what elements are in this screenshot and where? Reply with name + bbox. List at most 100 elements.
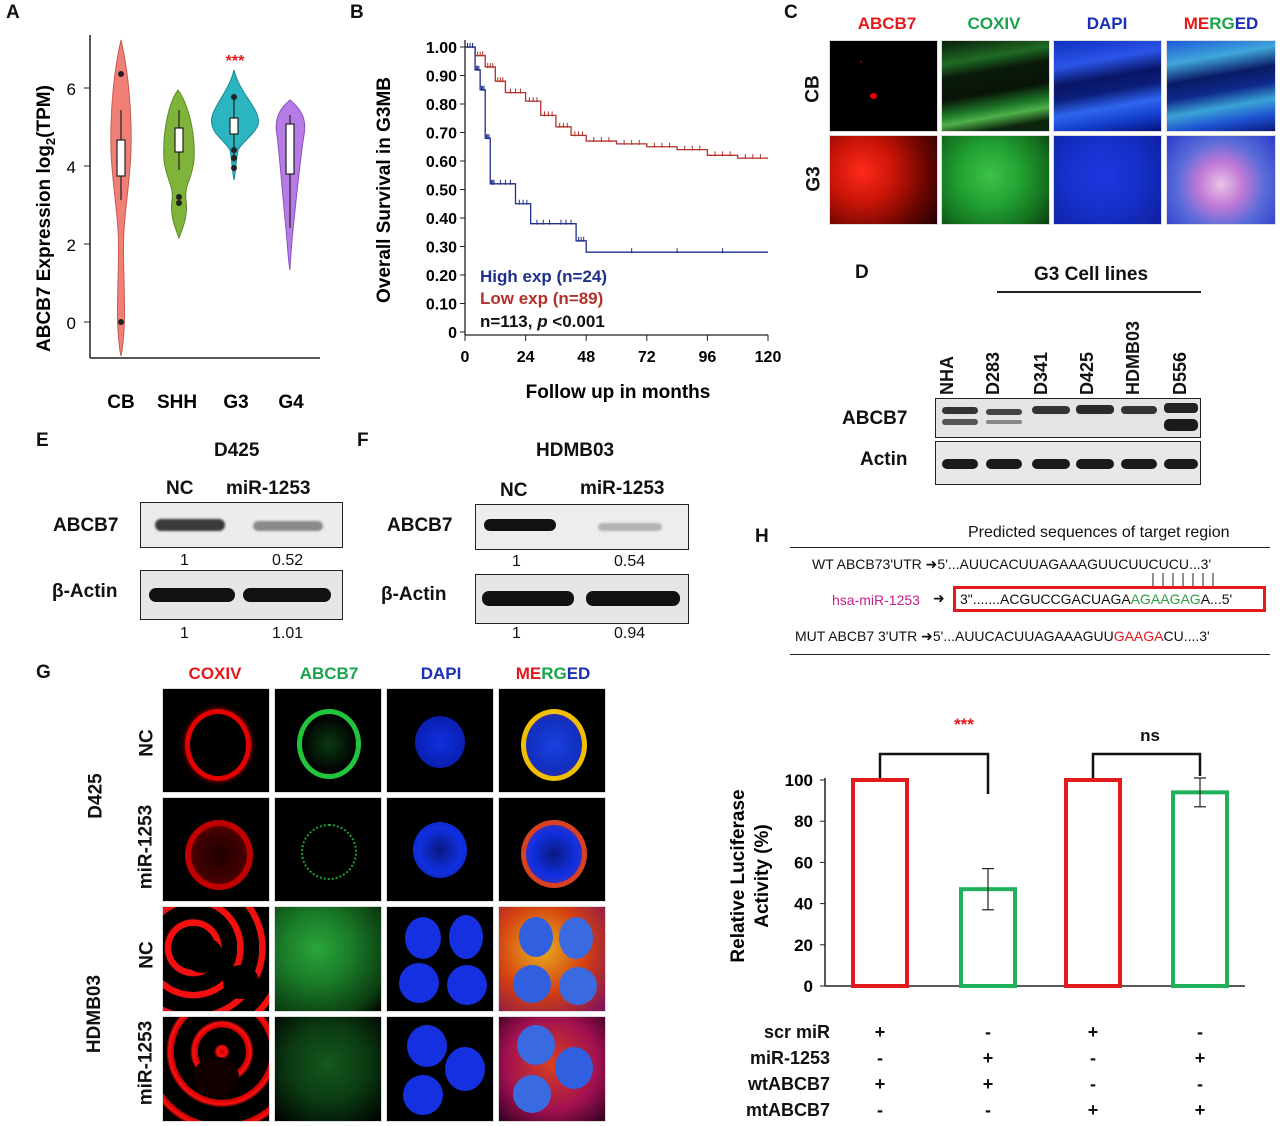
panel-g-headers: COXIV ABCB7 DAPI MERGED xyxy=(160,664,605,688)
f-row-abcb7: ABCB7 xyxy=(387,515,453,536)
d-lane-nha: NHA xyxy=(937,356,957,395)
g-hdmb-nc-abcb7 xyxy=(274,906,382,1012)
g-col-merged: MERGED xyxy=(515,664,591,683)
g-group-hdmb03: HDMB03 xyxy=(84,974,106,1054)
cond-mt: mtABCB7 xyxy=(745,1100,830,1120)
f-row-actin: β-Actin xyxy=(381,584,447,605)
g-row-mir-1: miR-1253 xyxy=(135,804,157,890)
cond-mir: miR-1253 xyxy=(749,1048,830,1068)
g-row-nc-2: NC xyxy=(136,941,158,969)
panel-c-headers: ABCB7 COXIV DAPI MERGED xyxy=(835,14,1275,38)
g-row-mir-2: miR-1253 xyxy=(135,1020,157,1106)
bracket-2 xyxy=(1091,752,1202,778)
g-hdmb-mir-coxiv xyxy=(162,1016,270,1122)
luciferase-sig-1: *** xyxy=(954,715,974,734)
survival-ylabel: Overall Survival in G3MB xyxy=(374,77,395,303)
g-hdmb-mir-merged xyxy=(498,1016,606,1122)
f-blot-abcb7 xyxy=(475,504,689,550)
luciferase-bar xyxy=(1171,790,1229,988)
survival-ytick-label: 0.70 xyxy=(426,126,457,143)
panel-label-h: H xyxy=(755,526,769,547)
g-col-abcb7: ABCB7 xyxy=(299,664,359,683)
e-blot-abcb7 xyxy=(140,502,343,548)
violin-ytick-4: 4 xyxy=(67,158,76,177)
condition-cell: - xyxy=(985,1100,991,1120)
f-val-actin-nc: 1 xyxy=(512,625,521,642)
condition-cell: - xyxy=(985,1022,991,1042)
condition-cell: + xyxy=(1087,1022,1099,1042)
h-mir-box xyxy=(953,586,1266,612)
violin-xlabel-cb: CB xyxy=(107,392,134,413)
luciferase-bars xyxy=(851,777,1229,988)
g-hdmb-nc-coxiv xyxy=(162,906,270,1012)
survival-ytick-label: 0 xyxy=(448,325,457,342)
survival-xtick-label: 120 xyxy=(755,349,782,366)
g-group-d425: D425 xyxy=(85,773,107,819)
c-cb-dapi xyxy=(1053,40,1162,132)
luciferase-ytick-label: 100 xyxy=(785,771,813,790)
violin-significance: *** xyxy=(226,53,245,70)
e-row-abcb7: ABCB7 xyxy=(53,515,119,536)
g-d425-nc-coxiv xyxy=(162,688,270,793)
luciferase-ytick-label: 40 xyxy=(794,895,813,914)
luciferase-ylabel-2: Activity (%) xyxy=(752,824,773,927)
f-title: HDMB03 xyxy=(536,440,615,461)
e-blot-actin xyxy=(140,570,343,620)
condition-cell: - xyxy=(1197,1074,1203,1094)
c-row-g3: G3 xyxy=(803,166,825,192)
f-lane-mir: miR-1253 xyxy=(580,478,665,499)
violin-g4 xyxy=(275,99,306,271)
d-lane-d425: D425 xyxy=(1077,351,1097,395)
h-title: Predicted sequences of target region xyxy=(968,524,1230,541)
condition-cell: + xyxy=(1087,1100,1099,1120)
survival-censor-low xyxy=(467,43,761,160)
survival-ytick-label: 0.20 xyxy=(426,268,457,285)
d-lane-d283: D283 xyxy=(983,351,1003,395)
survival-ytick-label: 0.60 xyxy=(426,154,457,171)
luciferase-bar xyxy=(851,778,909,988)
h-arrow-3: ➜ xyxy=(921,628,933,644)
h-mut-row: MUT ABCB7 3'UTR ➜5'...AUUCACUUAGAAAGUUGA… xyxy=(795,628,1210,644)
condition-cell: - xyxy=(877,1100,883,1120)
survival-xlabel: Follow up in months xyxy=(526,382,711,403)
g-hdmb-mir-abcb7 xyxy=(274,1016,382,1122)
h-wt-label: WT ABCB73'UTR xyxy=(812,556,922,572)
h-wt-seq: 5'...AUUCACUUAGAAAGUUCUUCUCU...3' xyxy=(937,556,1212,572)
violin-plot: 0 2 4 6 ABCB7 Expression log2(TPM) *** xyxy=(34,35,320,413)
violin-xlabel-g4: G4 xyxy=(278,392,304,413)
e-row-actin: β-Actin xyxy=(52,581,118,602)
f-blot-actin xyxy=(475,574,689,624)
violin-y-ticks: 0 2 4 6 xyxy=(67,80,90,333)
e-val-abcb7-mir: 0.52 xyxy=(272,552,304,569)
f-lane-nc: NC xyxy=(500,480,528,501)
survival-xtick-label: 0 xyxy=(461,349,470,366)
condition-table: scr miR miR-1253 wtABCB7 mtABCB7 + - + - - + -… xyxy=(700,1022,1280,1126)
survival-x-ticks: 0 24 48 72 96 120 xyxy=(461,335,782,366)
g-row-nc-1: NC xyxy=(136,729,158,757)
h-mir-seq: 3".......ACGUCCGACUAGAAGAAGAGA...5' xyxy=(960,591,1233,607)
c-cb-merged xyxy=(1166,40,1276,132)
d-row-actin: Actin xyxy=(860,449,908,470)
luciferase-chart: 0 20 40 60 80 100 Relative Luciferase Activit… xyxy=(728,715,1245,996)
survival-ytick-label: 0.30 xyxy=(426,240,457,257)
d-lane-labels: NHA D283 D341 D425 HDMB03 D556 xyxy=(930,295,1210,395)
survival-xtick-label: 48 xyxy=(577,349,595,366)
survival-curve-high xyxy=(465,46,768,253)
violin-ylabel: ABCB7 Expression log2(TPM) xyxy=(34,85,58,352)
luciferase-sig-2: ns xyxy=(1140,726,1160,745)
c-g3-merged xyxy=(1166,135,1276,225)
g-hdmb-mir-dapi xyxy=(386,1016,494,1122)
c-g3-dapi xyxy=(1053,135,1162,225)
c-col-coxiv: COXIV xyxy=(967,14,1021,33)
g-d425-nc-dapi xyxy=(386,688,494,793)
legend-low: Low exp (n=89) xyxy=(480,289,603,308)
survival-ytick-label: 0.50 xyxy=(426,183,457,200)
g-d425-mir-dapi xyxy=(386,797,494,902)
d-lane-hdmb03: HDMB03 xyxy=(1123,320,1143,395)
c-row-cb: CB xyxy=(802,75,824,103)
g-hdmb-nc-dapi xyxy=(386,906,494,1012)
survival-chart: 0 0.10 0.20 0.30 0.40 0.50 0.60 0.70 0.80 0.90 1.0… xyxy=(374,40,782,403)
h-top-rule xyxy=(790,547,1270,548)
h-pair-ticks xyxy=(1152,573,1214,587)
d-lane-d556: D556 xyxy=(1170,351,1190,395)
